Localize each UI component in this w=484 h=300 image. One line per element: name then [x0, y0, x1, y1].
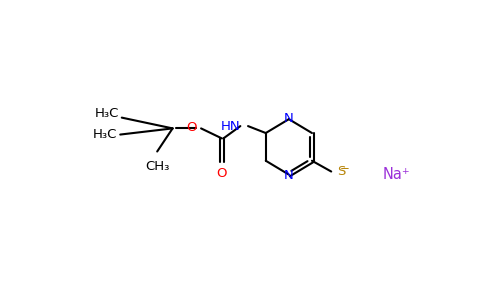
Text: S: S	[337, 165, 346, 178]
Text: Na⁺: Na⁺	[383, 167, 410, 182]
Text: HN: HN	[221, 120, 241, 133]
Text: H₃C: H₃C	[93, 128, 117, 141]
Text: CH₃: CH₃	[145, 160, 169, 173]
Text: N: N	[284, 169, 294, 182]
Text: −: −	[339, 162, 349, 175]
Text: O: O	[187, 121, 197, 134]
Text: N: N	[284, 112, 294, 125]
Text: H₃C: H₃C	[94, 107, 119, 120]
Text: O: O	[217, 167, 227, 180]
